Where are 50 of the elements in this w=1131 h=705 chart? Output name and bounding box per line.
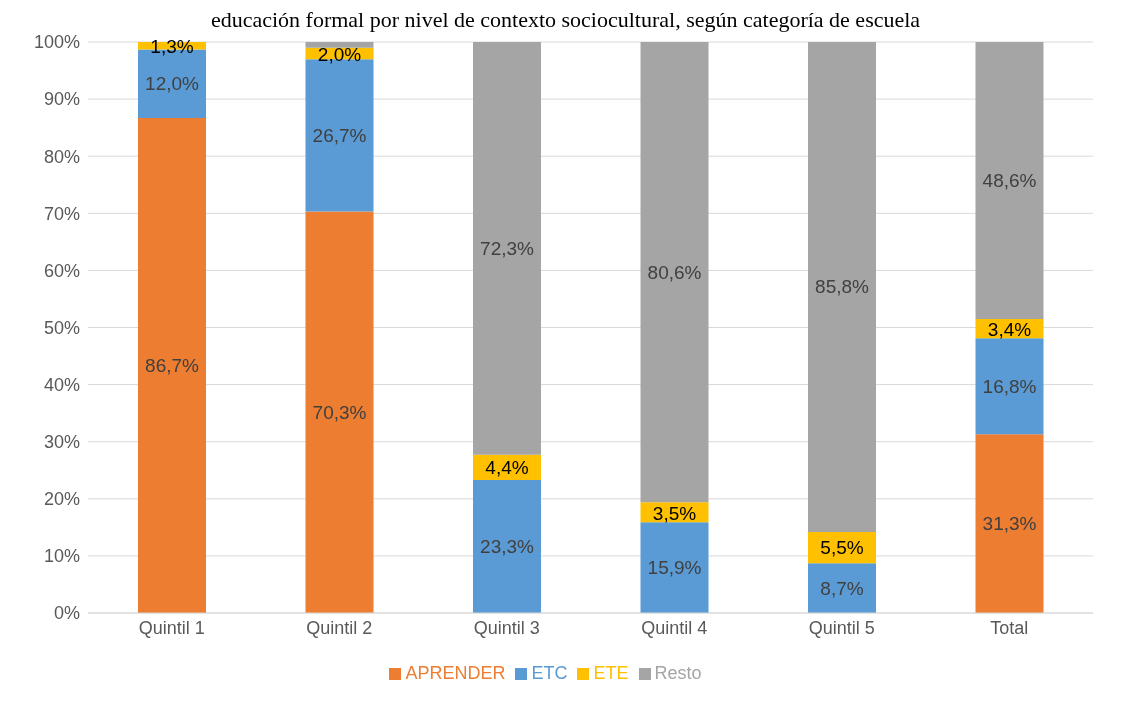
bar	[305, 211, 374, 613]
chart-title: educación formal por nivel de contexto sociocultural, según categoría de escuela	[209, 7, 922, 32]
data-label: 15,9%	[647, 557, 702, 579]
bar	[473, 42, 541, 455]
data-label: 86,7%	[145, 354, 200, 376]
y-tick-label: 20%	[43, 489, 80, 510]
data-label: 4,4%	[485, 456, 529, 478]
legend-label: ETC	[531, 663, 568, 683]
bar	[975, 42, 1044, 319]
data-label: 12,0%	[145, 73, 200, 95]
y-tick-label: 10%	[43, 546, 80, 567]
legend-label: ETE	[593, 663, 629, 683]
x-tick-label: Quintil 3	[473, 617, 540, 638]
data-label: 70,3%	[312, 401, 367, 423]
data-label: 26,7%	[312, 124, 367, 146]
legend-label: APRENDER	[405, 663, 506, 683]
data-label: 23,3%	[480, 535, 535, 557]
x-tick-label: Total	[990, 617, 1029, 638]
bar	[975, 434, 1044, 613]
bar	[808, 42, 876, 532]
y-tick-label: 50%	[43, 317, 80, 338]
y-tick-label: 100%	[33, 32, 80, 53]
bar	[808, 563, 876, 613]
bar	[138, 117, 206, 613]
y-tick-label: 90%	[43, 89, 80, 110]
data-label: 3,4%	[987, 319, 1032, 341]
legend-label: Resto	[654, 663, 702, 683]
data-label: 31,3%	[982, 513, 1037, 535]
data-label: 80,6%	[647, 261, 702, 283]
bar	[473, 479, 541, 613]
y-tick-label: 0%	[53, 603, 80, 624]
x-tick-label: Quintil 1	[138, 617, 205, 638]
y-tick-label: 60%	[43, 260, 80, 281]
y-tick-label: 70%	[43, 203, 80, 224]
x-tick-label: Quintil 5	[808, 617, 875, 638]
y-tick-label: 40%	[43, 374, 80, 395]
x-tick-label: Quintil 2	[306, 617, 373, 638]
x-tick-label: Quintil 4	[641, 617, 708, 638]
data-label: 8,7%	[820, 577, 864, 599]
bar	[640, 522, 709, 613]
data-label: 85,8%	[815, 276, 870, 298]
data-label: 5,5%	[820, 537, 864, 559]
data-label: 3,5%	[652, 502, 697, 524]
data-label: 16,8%	[982, 375, 1037, 397]
y-tick-label: 30%	[43, 432, 80, 453]
bar	[975, 338, 1044, 435]
data-label: 48,6%	[982, 169, 1037, 191]
data-label: 72,3%	[480, 237, 535, 259]
bar	[640, 42, 709, 503]
y-tick-label: 80%	[43, 146, 80, 167]
